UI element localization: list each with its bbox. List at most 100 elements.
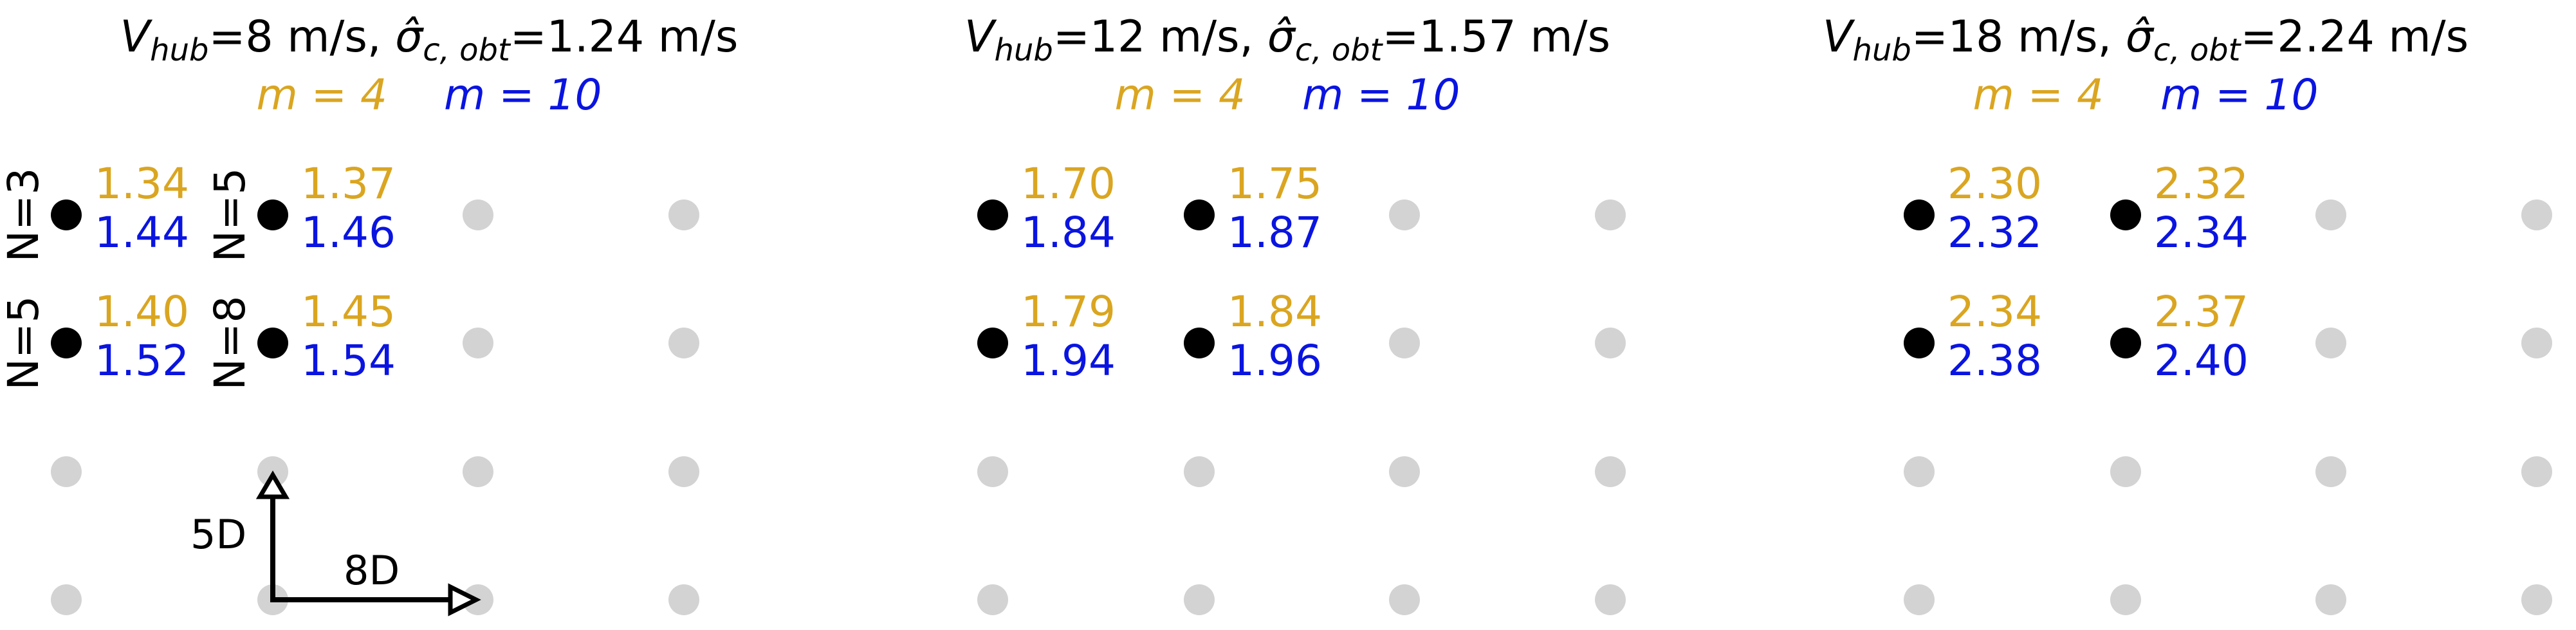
active-turbine: [977, 199, 1008, 230]
ti-value-m4: 1.79: [1021, 287, 1116, 337]
ti-value-m10: 1.84: [1021, 208, 1116, 257]
inactive-turbine: [1184, 584, 1215, 615]
legend-m4: m = 4: [1114, 70, 1246, 120]
active-turbine: [257, 328, 288, 358]
scale-horizontal-arrowhead: [448, 583, 481, 616]
active-turbine: [1184, 328, 1215, 358]
inactive-turbine: [2315, 456, 2346, 487]
legend-m10: m = 10: [1302, 70, 1460, 120]
ti-value-m10: 1.94: [1021, 336, 1116, 385]
ti-value-m4: 1.84: [1228, 287, 1322, 337]
active-turbine: [1184, 199, 1215, 230]
legend-m4: m = 4: [1973, 70, 2104, 120]
ti-value-m4: 2.32: [2154, 159, 2249, 208]
panel-title: Vhub=18 m/s, σ̂c, obt=2.24 m/s: [1716, 6, 2575, 81]
active-turbine: [51, 199, 82, 230]
ti-value-m4: 1.40: [95, 287, 189, 337]
ti-value-m10: 1.96: [1228, 336, 1322, 385]
v-symbol: V: [1822, 12, 1853, 62]
inactive-turbine: [1595, 328, 1626, 358]
scale-vertical-arrowhead: [255, 470, 290, 499]
ti-value-m4: 2.37: [2154, 287, 2249, 337]
sigma-subscript: c, obt: [1294, 32, 1383, 68]
v-symbol: V: [120, 12, 151, 62]
panel-vhub-8: Vhub=8 m/s, σ̂c, obt=1.24 m/s m = 4 m = 1…: [0, 0, 858, 630]
legend: m = 4 m = 10: [858, 64, 1716, 126]
v-symbol: V: [964, 12, 995, 62]
sigma-symbol: σ̂: [1267, 12, 1295, 62]
inactive-turbine: [1904, 584, 1935, 615]
active-turbine: [2110, 328, 2141, 358]
legend: m = 4 m = 10: [0, 64, 858, 126]
v-value: =8 m/s,: [208, 12, 396, 62]
sigma-value: =1.57 m/s: [1382, 12, 1611, 62]
ti-value-m4: 2.34: [1947, 287, 2042, 337]
ti-value-m4: 1.45: [301, 287, 396, 337]
legend-m10: m = 10: [444, 70, 602, 120]
active-turbine: [1904, 328, 1935, 358]
inactive-turbine: [2110, 456, 2141, 487]
v-subscript: hub: [994, 32, 1053, 68]
panel-title: Vhub=8 m/s, σ̂c, obt=1.24 m/s: [0, 6, 858, 81]
ti-value-m10: 1.52: [95, 336, 189, 385]
inactive-turbine: [1389, 584, 1420, 615]
inactive-turbine: [668, 456, 699, 487]
inactive-turbine: [2315, 199, 2346, 230]
inactive-turbine: [668, 328, 699, 358]
inactive-turbine: [2521, 584, 2552, 615]
inactive-turbine: [2521, 456, 2552, 487]
ti-value-m10: 2.32: [1947, 208, 2042, 257]
active-turbine: [977, 328, 1008, 358]
ti-value-m10: 2.34: [2154, 208, 2249, 257]
active-turbine: [51, 328, 82, 358]
inactive-turbine: [2315, 328, 2346, 358]
sigma-symbol: σ̂: [395, 12, 423, 62]
inactive-turbine: [2521, 199, 2552, 230]
inactive-turbine: [1904, 456, 1935, 487]
inactive-turbine: [977, 584, 1008, 615]
v-value: =12 m/s,: [1053, 12, 1267, 62]
ti-value-m10: 1.87: [1228, 208, 1322, 257]
inactive-turbine: [463, 328, 493, 358]
ti-value-m4: 1.37: [301, 159, 396, 208]
active-turbine: [2110, 199, 2141, 230]
ti-value-m10: 2.40: [2154, 336, 2249, 385]
legend-m10: m = 10: [2160, 70, 2319, 120]
inactive-turbine: [1389, 199, 1420, 230]
legend: m = 4 m = 10: [1716, 64, 2575, 126]
active-turbine: [257, 199, 288, 230]
inactive-turbine: [1184, 456, 1215, 487]
legend-m4: m = 4: [256, 70, 387, 120]
ti-value-m10: 1.54: [301, 336, 396, 385]
active-turbine: [1904, 199, 1935, 230]
ti-value-m10: 1.46: [301, 208, 396, 257]
inactive-turbine: [463, 456, 493, 487]
sigma-subscript: c, obt: [2153, 32, 2241, 68]
inactive-turbine: [2110, 584, 2141, 615]
ti-value-m10: 2.38: [1947, 336, 2042, 385]
ti-value-m4: 1.75: [1228, 159, 1322, 208]
sigma-value: =1.24 m/s: [510, 12, 739, 62]
ti-value-m4: 1.70: [1021, 159, 1116, 208]
scale-horizontal-label: 8D: [344, 547, 400, 594]
inactive-turbine: [977, 456, 1008, 487]
inactive-turbine: [51, 456, 82, 487]
v-value: =18 m/s,: [1911, 12, 2126, 62]
ti-value-m4: 2.30: [1947, 159, 2042, 208]
sigma-symbol: σ̂: [2125, 12, 2153, 62]
inactive-turbine: [51, 584, 82, 615]
panel-title: Vhub=12 m/s, σ̂c, obt=1.57 m/s: [858, 6, 1716, 81]
inactive-turbine: [463, 199, 493, 230]
scale-vertical-label: 5D: [190, 511, 247, 558]
inactive-turbine: [668, 199, 699, 230]
inactive-turbine: [1595, 456, 1626, 487]
inactive-turbine: [1389, 456, 1420, 487]
v-subscript: hub: [1852, 32, 1911, 68]
ti-value-m4: 1.34: [95, 159, 189, 208]
sigma-value: =2.24 m/s: [2240, 12, 2469, 62]
inactive-turbine: [2521, 328, 2552, 358]
